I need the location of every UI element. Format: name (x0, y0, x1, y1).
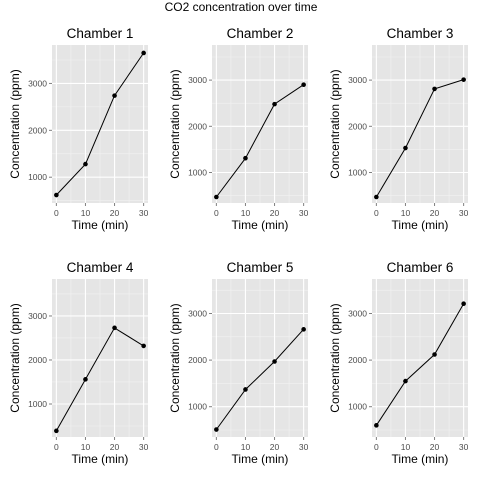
panel-6: 0 10 20 30 1000 2000 3000 Chamber 6 Time (min) Co… (328, 260, 469, 466)
x-tick-label: 10 (81, 442, 91, 452)
data-point (272, 101, 277, 107)
data-point (54, 192, 59, 198)
x-axis-title: Time (min) (72, 452, 129, 466)
data-point (432, 352, 437, 357)
series-line (215, 84, 304, 198)
data-point (432, 86, 437, 92)
panel-2: 0 10 20 30 1000 2000 3000 Chamber 2 Time (min) Co… (168, 26, 309, 232)
y-tick-label: 3000 (28, 311, 47, 321)
series-line (215, 328, 304, 430)
x-axis-title: Time (min) (72, 218, 129, 232)
panel-title: Chamber 6 (387, 260, 454, 275)
data-point (461, 77, 466, 82)
x-tick-label: 30 (459, 208, 469, 218)
y-tick-label: 2000 (188, 121, 207, 131)
x-tick-label: 0 (214, 208, 219, 218)
data-point (54, 428, 59, 434)
panel-title: Chamber 5 (227, 260, 294, 275)
x-tick-label: 0 (374, 208, 379, 218)
y-tick-label: 3000 (188, 308, 207, 318)
series-line (375, 79, 464, 198)
y-axis-title: Concentration (ppm) (328, 303, 342, 412)
y-axis-title: Concentration (ppm) (168, 69, 182, 178)
panel-title: Chamber 3 (387, 26, 454, 41)
data-point (403, 145, 408, 151)
data-point (301, 82, 306, 88)
data-point (461, 301, 466, 307)
series-line (55, 327, 144, 432)
y-tick-label: 2000 (28, 125, 47, 135)
y-axis-title: Concentration (ppm) (8, 69, 22, 178)
x-tick-label: 20 (430, 208, 440, 218)
y-tick-label: 3000 (348, 75, 367, 85)
y-tick-label: 1000 (348, 168, 367, 178)
data-point (403, 378, 408, 384)
panel-1: 0 10 20 30 1000 2000 3000 Chamber 1 Time (min) Co… (8, 26, 149, 232)
figure-title: CO2 concentration over time (165, 0, 318, 14)
data-point (214, 427, 219, 432)
x-tick-label: 0 (54, 208, 59, 218)
x-axis-title: Time (min) (232, 452, 289, 466)
x-axis-title: Time (min) (392, 452, 449, 466)
y-tick-label: 1000 (28, 399, 47, 409)
panel-4: 0 10 20 30 1000 2000 3000 Chamber 4 Time (min) Co… (8, 260, 149, 466)
panel-3: 0 10 20 30 1000 2000 3000 Chamber 3 Time (min) Co… (328, 26, 469, 232)
data-point (112, 93, 117, 98)
y-tick-label: 3000 (348, 308, 367, 318)
y-tick-label: 2000 (348, 355, 367, 365)
y-tick-label: 3000 (28, 78, 47, 88)
data-point (83, 377, 88, 382)
x-tick-label: 10 (81, 208, 91, 218)
data-point (141, 50, 146, 56)
x-tick-label: 20 (270, 442, 280, 452)
x-tick-label: 20 (110, 442, 120, 452)
x-tick-label: 20 (430, 442, 440, 452)
x-axis-title: Time (min) (392, 218, 449, 232)
x-tick-label: 30 (299, 442, 309, 452)
x-tick-label: 20 (270, 208, 280, 218)
x-tick-label: 10 (401, 208, 411, 218)
panel-title: Chamber 2 (227, 26, 294, 41)
data-point (243, 387, 248, 392)
y-axis-title: Concentration (ppm) (168, 303, 182, 412)
y-tick-label: 1000 (188, 168, 207, 178)
y-tick-label: 1000 (348, 402, 367, 412)
series-line (375, 303, 465, 426)
data-point (141, 343, 146, 349)
y-tick-label: 1000 (188, 402, 207, 412)
x-axis-title: Time (min) (232, 218, 289, 232)
x-tick-label: 30 (299, 208, 309, 218)
data-point (301, 327, 306, 332)
x-tick-label: 20 (110, 208, 120, 218)
panel-title: Chamber 4 (67, 260, 134, 275)
panel-5: 0 10 20 30 1000 2000 3000 Chamber 5 Time (min) Co… (168, 260, 309, 466)
data-point (374, 194, 379, 200)
panel-title: Chamber 1 (67, 26, 134, 41)
y-tick-label: 2000 (348, 121, 367, 131)
x-tick-label: 10 (401, 442, 411, 452)
data-point (83, 161, 88, 167)
series-line (56, 52, 145, 196)
y-axis-title: Concentration (ppm) (328, 69, 342, 178)
y-tick-label: 2000 (188, 355, 207, 365)
x-tick-label: 30 (459, 442, 469, 452)
x-tick-label: 10 (241, 442, 251, 452)
data-point (374, 423, 379, 428)
x-tick-label: 10 (241, 208, 251, 218)
data-point (112, 325, 117, 331)
data-point (272, 359, 277, 364)
data-point (214, 194, 219, 200)
x-tick-label: 30 (139, 208, 149, 218)
y-axis-title: Concentration (ppm) (8, 303, 22, 412)
x-tick-label: 0 (54, 442, 59, 452)
x-tick-label: 30 (139, 442, 149, 452)
x-tick-label: 0 (214, 442, 219, 452)
y-tick-label: 1000 (28, 172, 47, 182)
x-tick-label: 0 (374, 442, 379, 452)
y-tick-label: 2000 (28, 355, 47, 365)
y-tick-label: 3000 (188, 75, 207, 85)
data-point (243, 155, 248, 161)
